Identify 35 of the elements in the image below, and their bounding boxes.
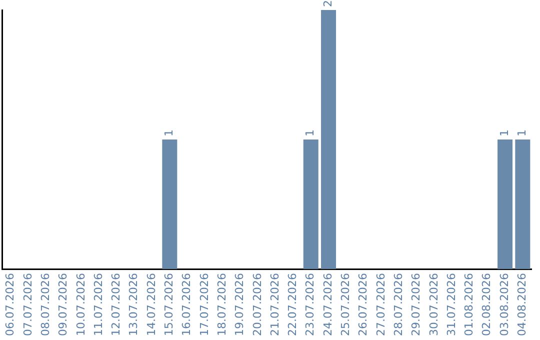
data-label: 1 [516, 130, 529, 137]
x-tick-label: 24.07.2026 [321, 273, 334, 336]
x-tick-label: 07.07.2026 [21, 273, 34, 336]
x-tick-label: 08.07.2026 [38, 273, 52, 336]
x-tick-label: 21.07.2026 [268, 273, 282, 336]
x-tick-label: 14.07.2026 [144, 273, 158, 336]
x-tick-label: 17.07.2026 [198, 273, 211, 336]
x-tick-label: 29.07.2026 [410, 273, 423, 336]
x-tick-label: 15.07.2026 [162, 273, 176, 336]
x-tick-label: 10.07.2026 [74, 273, 88, 336]
x-tick-label: 16.07.2026 [180, 273, 194, 336]
x-tick-label: 25.07.2026 [339, 273, 352, 336]
x-tick-label: 03.08.2026 [498, 273, 511, 336]
x-tick-label: 20.07.2026 [250, 273, 264, 336]
x-tick-label: 30.07.2026 [427, 273, 440, 336]
x-tick-label: 18.07.2026 [215, 273, 228, 336]
x-tick-label: 23.07.2026 [304, 273, 317, 336]
data-label: 1 [498, 130, 511, 137]
x-tick-label: 19.07.2026 [233, 273, 246, 336]
x-tick-label: 09.07.2026 [56, 273, 70, 336]
x-tick-label: 27.07.2026 [374, 273, 388, 336]
x-tick-label: 06.07.2026 [4, 273, 17, 336]
x-tick-label: 22.07.2026 [286, 273, 300, 336]
data-label: 1 [162, 130, 176, 137]
x-tick-label: 04.08.2026 [516, 273, 529, 336]
data-label: 1 [304, 130, 317, 137]
x-tick-label: 01.08.2026 [462, 273, 476, 336]
x-tick-label: 26.07.2026 [356, 273, 370, 336]
x-tick-label: 31.07.2026 [444, 273, 458, 336]
x-tick-label: 02.08.2026 [480, 273, 494, 336]
data-label: 2 [321, 0, 334, 7]
x-tick-label: 11.07.2026 [92, 273, 105, 336]
x-tick-label: 28.07.2026 [392, 273, 405, 336]
x-tick-label: 13.07.2026 [127, 273, 140, 336]
x-tick-label: 12.07.2026 [110, 273, 123, 336]
